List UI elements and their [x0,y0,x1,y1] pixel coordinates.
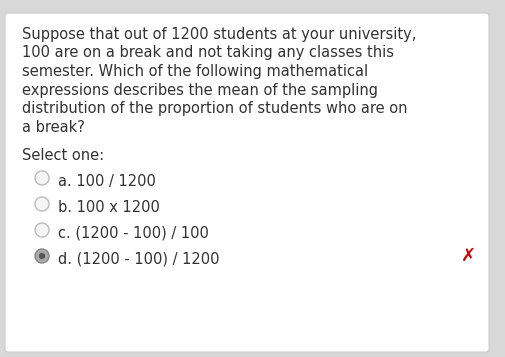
Text: expressions describes the mean of the sampling: expressions describes the mean of the sa… [22,82,377,97]
Circle shape [35,171,49,185]
Text: c. (1200 - 100) / 100: c. (1200 - 100) / 100 [58,226,209,241]
Text: d. (1200 - 100) / 1200: d. (1200 - 100) / 1200 [58,252,219,267]
Text: ✗: ✗ [460,247,475,265]
Text: semester. Which of the following mathematical: semester. Which of the following mathema… [22,64,368,79]
Circle shape [35,249,49,263]
Circle shape [35,223,49,237]
Text: b. 100 x 1200: b. 100 x 1200 [58,200,160,215]
Circle shape [35,197,49,211]
Text: a break?: a break? [22,120,85,135]
Text: 100 are on a break and not taking any classes this: 100 are on a break and not taking any cl… [22,45,393,60]
Circle shape [39,253,45,259]
Text: distribution of the proportion of students who are on: distribution of the proportion of studen… [22,101,407,116]
FancyBboxPatch shape [5,13,488,352]
Text: a. 100 / 1200: a. 100 / 1200 [58,174,156,189]
Text: Suppose that out of 1200 students at your university,: Suppose that out of 1200 students at you… [22,27,416,42]
Text: Select one:: Select one: [22,148,104,163]
